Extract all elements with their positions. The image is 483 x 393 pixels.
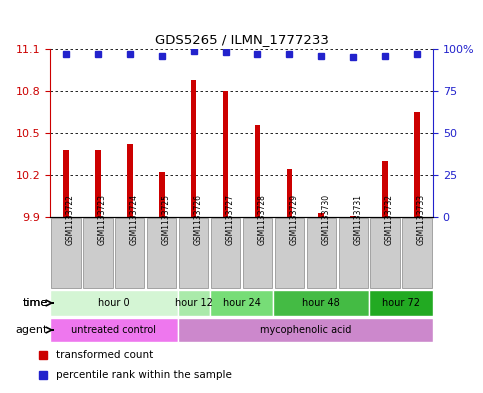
- Text: hour 12: hour 12: [175, 298, 213, 308]
- Bar: [286, 169, 292, 217]
- Text: time: time: [22, 298, 48, 308]
- Bar: [243, 219, 272, 288]
- Bar: [223, 91, 228, 217]
- Bar: [350, 216, 356, 217]
- Text: untreated control: untreated control: [71, 325, 156, 335]
- Bar: [210, 290, 273, 316]
- Bar: [83, 219, 113, 288]
- Bar: [63, 150, 69, 217]
- Bar: [127, 144, 133, 217]
- Text: mycophenolic acid: mycophenolic acid: [260, 325, 351, 335]
- Text: GSM1133730: GSM1133730: [321, 194, 330, 246]
- Bar: [307, 219, 336, 288]
- Bar: [50, 290, 178, 316]
- Bar: [369, 290, 433, 316]
- Title: GDS5265 / ILMN_1777233: GDS5265 / ILMN_1777233: [155, 33, 328, 46]
- Text: transformed count: transformed count: [56, 350, 153, 360]
- Bar: [211, 219, 240, 288]
- Bar: [178, 318, 433, 342]
- Text: GSM1133723: GSM1133723: [98, 195, 107, 245]
- Text: hour 72: hour 72: [382, 298, 420, 308]
- Bar: [191, 80, 197, 217]
- Text: GSM1133728: GSM1133728: [257, 195, 267, 245]
- Text: agent: agent: [15, 325, 48, 335]
- Bar: [382, 161, 388, 217]
- Bar: [51, 219, 81, 288]
- Bar: [50, 318, 178, 342]
- Bar: [275, 219, 304, 288]
- Bar: [273, 290, 369, 316]
- Text: GSM1133733: GSM1133733: [417, 194, 426, 246]
- Bar: [95, 150, 101, 217]
- Text: GSM1133724: GSM1133724: [130, 195, 139, 245]
- Text: GSM1133725: GSM1133725: [162, 195, 170, 245]
- Bar: [147, 219, 176, 288]
- Bar: [255, 125, 260, 217]
- Bar: [318, 213, 324, 217]
- Text: GSM1133732: GSM1133732: [385, 195, 394, 245]
- Text: percentile rank within the sample: percentile rank within the sample: [56, 369, 231, 380]
- Text: hour 48: hour 48: [302, 298, 340, 308]
- Bar: [414, 112, 420, 217]
- Bar: [159, 172, 165, 217]
- Bar: [339, 219, 368, 288]
- Text: GSM1133731: GSM1133731: [353, 195, 362, 245]
- Bar: [115, 219, 144, 288]
- Text: GSM1133729: GSM1133729: [289, 195, 298, 245]
- Bar: [402, 219, 432, 288]
- Text: GSM1133726: GSM1133726: [194, 195, 203, 245]
- Text: time: time: [22, 298, 48, 308]
- Bar: [179, 219, 208, 288]
- Text: hour 0: hour 0: [98, 298, 129, 308]
- Text: hour 24: hour 24: [223, 298, 260, 308]
- Bar: [178, 290, 210, 316]
- Text: GSM1133722: GSM1133722: [66, 195, 75, 245]
- Text: GSM1133727: GSM1133727: [226, 195, 235, 245]
- Bar: [370, 219, 400, 288]
